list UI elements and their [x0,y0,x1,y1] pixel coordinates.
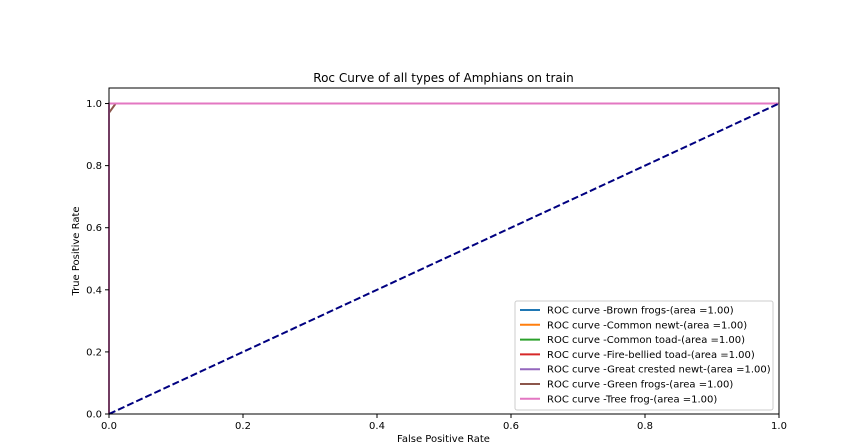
y-tick-label: 0.2 [86,347,102,358]
legend-label: ROC curve -Common toad-(area =1.00) [547,335,745,346]
plot-frame [108,87,780,415]
y-tick-label: 0.4 [86,285,102,296]
y-tick-label: 0.0 [86,410,102,421]
legend-box [514,300,774,411]
y-axis: 0.0 0.2 0.4 0.6 0.8 1.0 [86,99,109,421]
x-tick-label: 0.2 [235,421,251,432]
legend-label: ROC curve -Green frogs-(area =1.00) [547,380,733,391]
y-tick-label: 1.0 [86,99,102,110]
y-tick-label: 0.8 [86,161,102,172]
chart-title: Roc Curve of all types of Amphians on tr… [313,71,573,85]
x-tick-label: 0.4 [369,421,385,432]
legend-label: ROC curve -Great crested newt-(area =1.0… [547,365,771,376]
x-tick-label: 0.0 [101,421,117,432]
legend-label: ROC curve -Fire-bellied toad-(area =1.00… [547,350,755,361]
x-tick-label: 0.6 [503,421,519,432]
legend-label: ROC curve -Tree frog-(area =1.00) [547,394,717,405]
legend: ROC curve -Brown frogs-(area =1.00) ROC c… [514,300,774,411]
reference-diagonal-line [108,102,780,415]
y-axis-label: True Positive Rate [71,206,82,296]
legend-label: ROC curve -Common newt-(area =1.00) [547,320,747,331]
y-tick-label: 0.6 [86,223,102,234]
x-tick-label: 1.0 [771,421,787,432]
x-tick-label: 0.8 [637,421,653,432]
legend-label: ROC curve -Brown frogs-(area =1.00) [547,306,734,317]
x-axis: 0.0 0.2 0.4 0.6 0.8 1.0 [101,414,787,432]
x-axis-label: False Positive Rate [397,434,490,445]
